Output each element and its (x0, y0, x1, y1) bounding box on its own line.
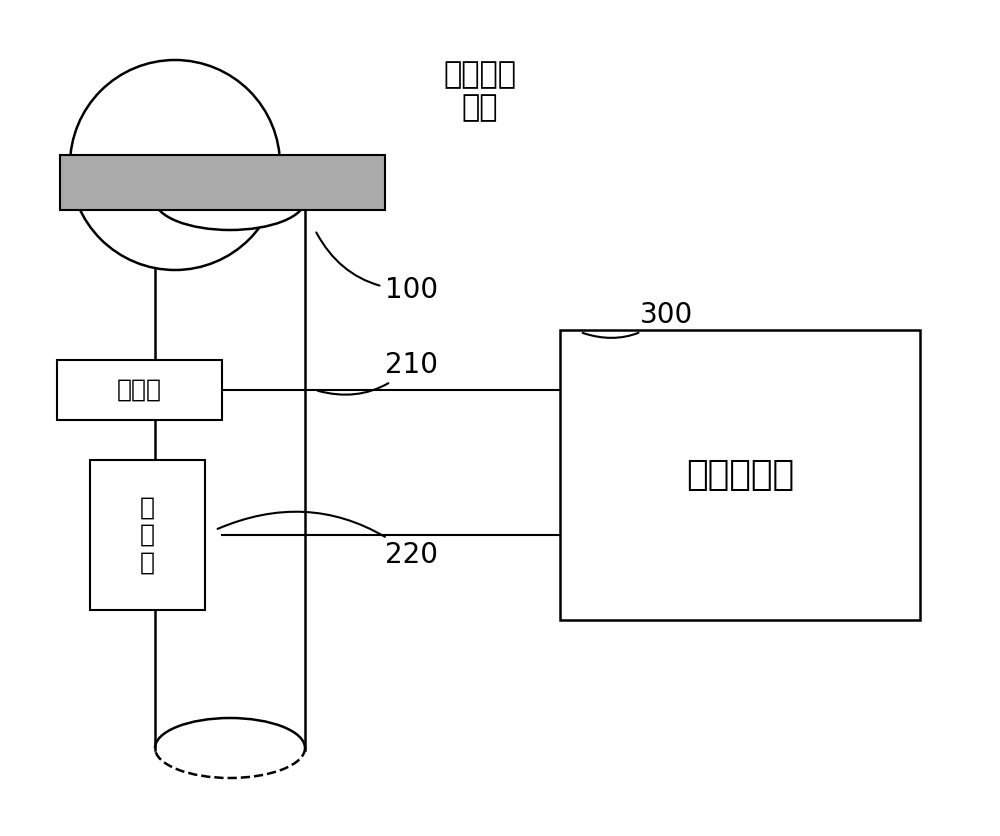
Text: 100: 100 (316, 232, 438, 304)
Text: 210: 210 (318, 351, 438, 395)
Text: 应
变
片: 应 变 片 (140, 495, 155, 575)
Text: 300: 300 (583, 301, 693, 338)
Circle shape (70, 60, 280, 270)
Text: 输电铁塔
模型: 输电铁塔 模型 (444, 60, 516, 123)
Ellipse shape (155, 170, 305, 230)
Bar (90, 460, 205, 610)
Text: 应变片: 应变片 (117, 378, 162, 402)
Text: 应变分析仪: 应变分析仪 (686, 458, 794, 492)
Text: 220: 220 (218, 512, 438, 569)
Bar (60, 155, 385, 210)
Bar (560, 330, 920, 620)
Bar (57, 360, 222, 420)
